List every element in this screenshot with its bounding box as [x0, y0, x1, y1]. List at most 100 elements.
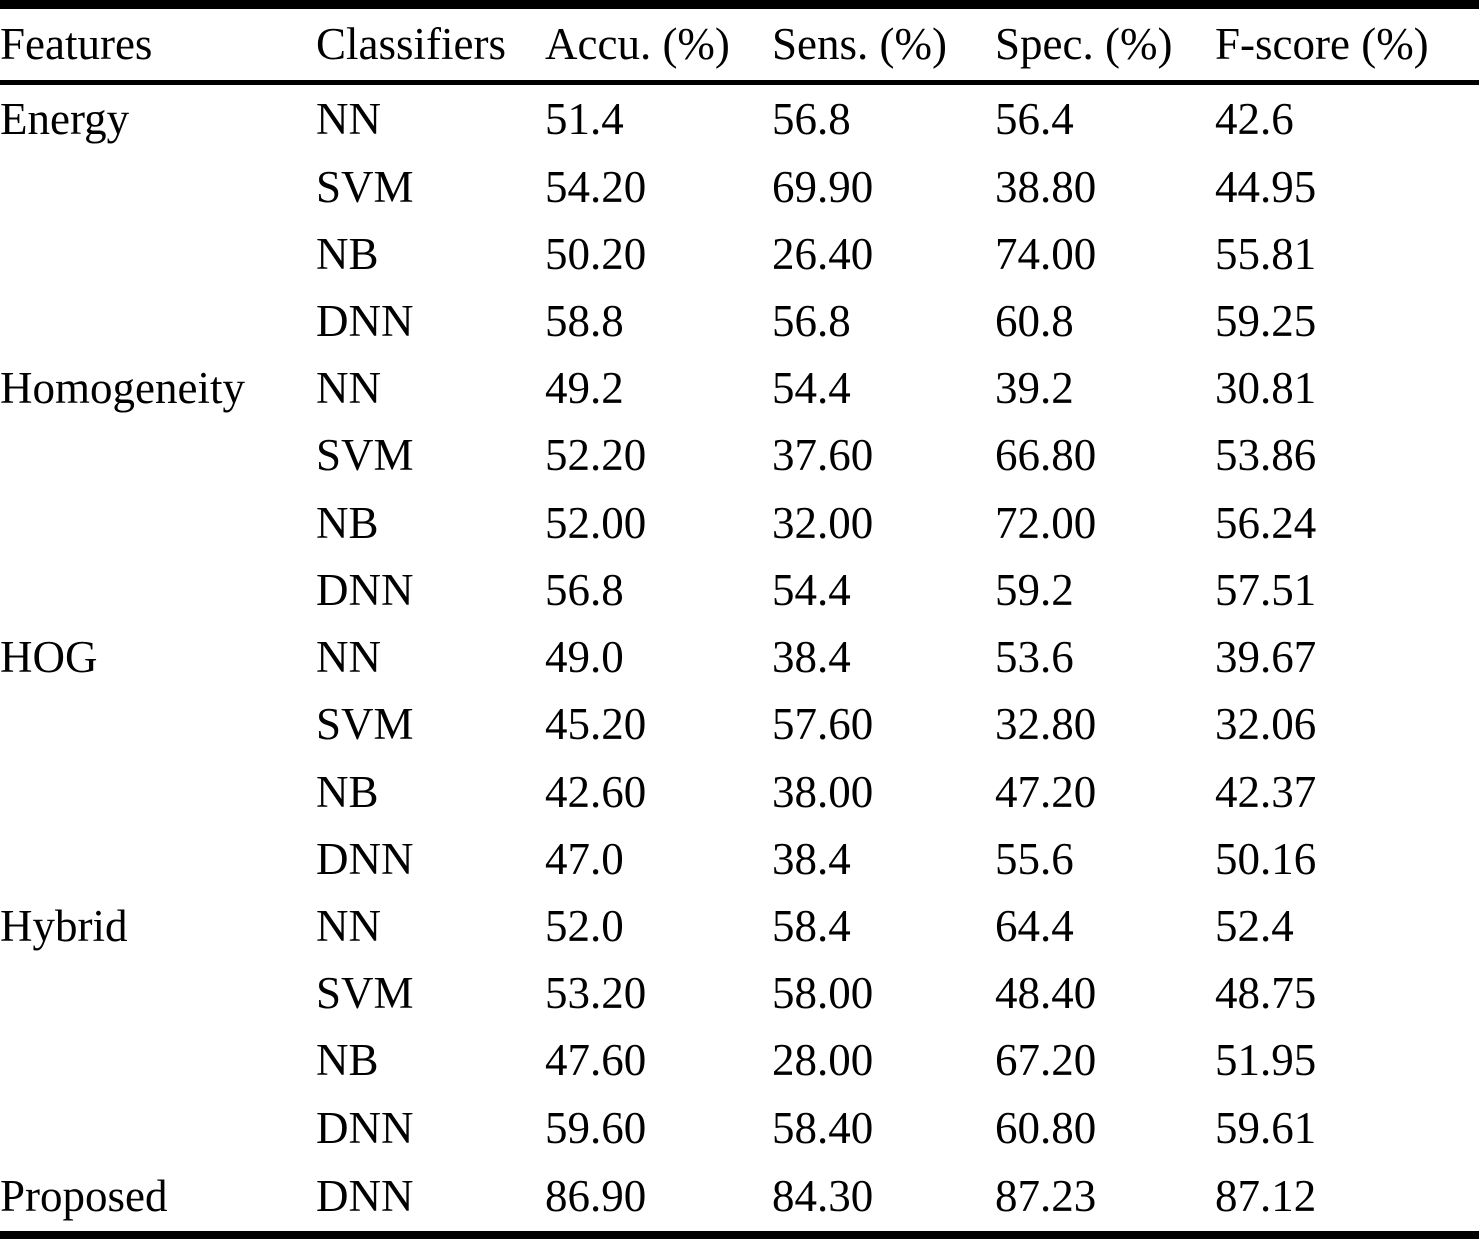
specificity-cell: 55.6: [995, 833, 1074, 884]
specificity-cell: 53.6: [995, 632, 1074, 683]
classifier-cell: SVM: [316, 968, 414, 1019]
header-cell-sensitivity: Sens. (%): [772, 4, 995, 85]
fscore-cell: 57.51: [1215, 564, 1317, 615]
feature-cell: [0, 1095, 316, 1162]
classifier-cell: NB: [316, 1035, 379, 1086]
fscore-cell: 52.4: [1215, 900, 1294, 951]
header-cell-features: Features: [0, 4, 316, 85]
feature-cell: [0, 826, 316, 893]
classifier-cell: NN: [316, 363, 381, 414]
sensitivity-cell: 58.00: [772, 968, 874, 1019]
feature-cell: [0, 288, 316, 355]
sensitivity-cell: 32.00: [772, 497, 874, 548]
table-row: DNN 58.8 56.8 60.8 59.25: [0, 288, 1479, 355]
fscore-cell: 42.6: [1215, 93, 1294, 144]
classifier-cell: DNN: [316, 1170, 414, 1221]
header-cell-fscore: F-score (%): [1215, 4, 1479, 85]
specificity-cell: 72.00: [995, 497, 1097, 548]
fscore-cell: 48.75: [1215, 968, 1317, 1019]
fscore-cell: 50.16: [1215, 833, 1317, 884]
specificity-cell: 48.40: [995, 968, 1097, 1019]
feature-cell: [0, 691, 316, 758]
table-row: Proposed DNN 86.90 84.30 87.23 87.12: [0, 1162, 1479, 1235]
accuracy-cell: 86.90: [545, 1170, 647, 1221]
fscore-cell: 42.37: [1215, 766, 1317, 817]
fscore-cell: 51.95: [1215, 1035, 1317, 1086]
accuracy-cell: 47.60: [545, 1035, 647, 1086]
accuracy-cell: 51.4: [545, 93, 624, 144]
feature-cell: Homogeneity: [0, 363, 245, 414]
fscore-cell: 59.25: [1215, 296, 1317, 346]
specificity-cell: 60.80: [995, 1102, 1097, 1153]
classifier-cell: DNN: [316, 1102, 414, 1153]
header-cell-accuracy: Accu. (%): [545, 4, 772, 85]
sensitivity-cell: 26.40: [772, 228, 874, 279]
accuracy-cell: 56.8: [545, 564, 624, 615]
classifier-cell: SVM: [316, 161, 414, 212]
table-row: SVM 53.20 58.00 48.40 48.75: [0, 960, 1479, 1027]
specificity-cell: 74.00: [995, 228, 1097, 279]
fscore-cell: 39.67: [1215, 632, 1317, 683]
specificity-cell: 38.80: [995, 161, 1097, 212]
feature-cell: [0, 490, 316, 557]
specificity-cell: 32.80: [995, 699, 1097, 750]
sensitivity-cell: 69.90: [772, 161, 874, 212]
table-row: NB 47.60 28.00 67.20 51.95: [0, 1027, 1479, 1094]
table-row: SVM 45.20 57.60 32.80 32.06: [0, 691, 1479, 758]
table-row: DNN 47.0 38.4 55.6 50.16: [0, 826, 1479, 893]
sensitivity-cell: 38.4: [772, 632, 851, 683]
table-row: DNN 56.8 54.4 59.2 57.51: [0, 557, 1479, 624]
accuracy-cell: 52.0: [545, 900, 624, 951]
classifier-cell: NN: [316, 93, 381, 144]
table-row: HOG NN 49.0 38.4 53.6 39.67: [0, 624, 1479, 691]
fscore-cell: 32.06: [1215, 699, 1317, 750]
feature-cell: [0, 153, 316, 220]
feature-cell: [0, 758, 316, 825]
classifier-cell: DNN: [316, 564, 414, 615]
table-row: NB 42.60 38.00 47.20 42.37: [0, 758, 1479, 825]
specificity-cell: 66.80: [995, 430, 1097, 481]
accuracy-cell: 52.00: [545, 497, 647, 548]
accuracy-cell: 42.60: [545, 766, 647, 817]
table-header-row: Features Classifiers Accu. (%) Sens. (%)…: [0, 4, 1479, 85]
classifier-cell: DNN: [316, 833, 414, 884]
classifier-cell: NB: [316, 766, 379, 817]
sensitivity-cell: 56.8: [772, 296, 851, 346]
specificity-cell: 47.20: [995, 766, 1097, 817]
table-row: Hybrid NN 52.0 58.4 64.4 52.4: [0, 893, 1479, 960]
fscore-cell: 59.61: [1215, 1102, 1317, 1153]
table-row: NB 52.00 32.00 72.00 56.24: [0, 490, 1479, 557]
classifier-cell: SVM: [316, 430, 414, 481]
table-row: NB 50.20 26.40 74.00 55.81: [0, 221, 1479, 288]
accuracy-cell: 49.0: [545, 632, 624, 683]
sensitivity-cell: 37.60: [772, 430, 874, 481]
classifier-cell: NN: [316, 900, 381, 951]
accuracy-cell: 52.20: [545, 430, 647, 481]
sensitivity-cell: 84.30: [772, 1170, 874, 1221]
fscore-cell: 87.12: [1215, 1170, 1317, 1221]
sensitivity-cell: 54.4: [772, 363, 851, 414]
sensitivity-cell: 38.4: [772, 833, 851, 884]
table-row: SVM 54.20 69.90 38.80 44.95: [0, 153, 1479, 220]
classifier-cell: NB: [316, 228, 379, 279]
header-cell-specificity: Spec. (%): [995, 4, 1215, 85]
accuracy-cell: 50.20: [545, 228, 647, 279]
accuracy-cell: 49.2: [545, 363, 624, 414]
feature-cell: [0, 221, 316, 288]
fscore-cell: 56.24: [1215, 497, 1317, 548]
classifier-cell: SVM: [316, 699, 414, 750]
specificity-cell: 56.4: [995, 93, 1074, 144]
feature-cell: [0, 557, 316, 624]
accuracy-cell: 45.20: [545, 699, 647, 750]
sensitivity-cell: 54.4: [772, 564, 851, 615]
classifier-cell: DNN: [316, 296, 414, 346]
feature-cell: HOG: [0, 632, 98, 683]
accuracy-cell: 58.8: [545, 296, 624, 346]
sensitivity-cell: 56.8: [772, 93, 851, 144]
sensitivity-cell: 58.40: [772, 1102, 874, 1153]
fscore-cell: 44.95: [1215, 161, 1317, 212]
table-row: DNN 59.60 58.40 60.80 59.61: [0, 1095, 1479, 1162]
specificity-cell: 60.8: [995, 296, 1074, 346]
